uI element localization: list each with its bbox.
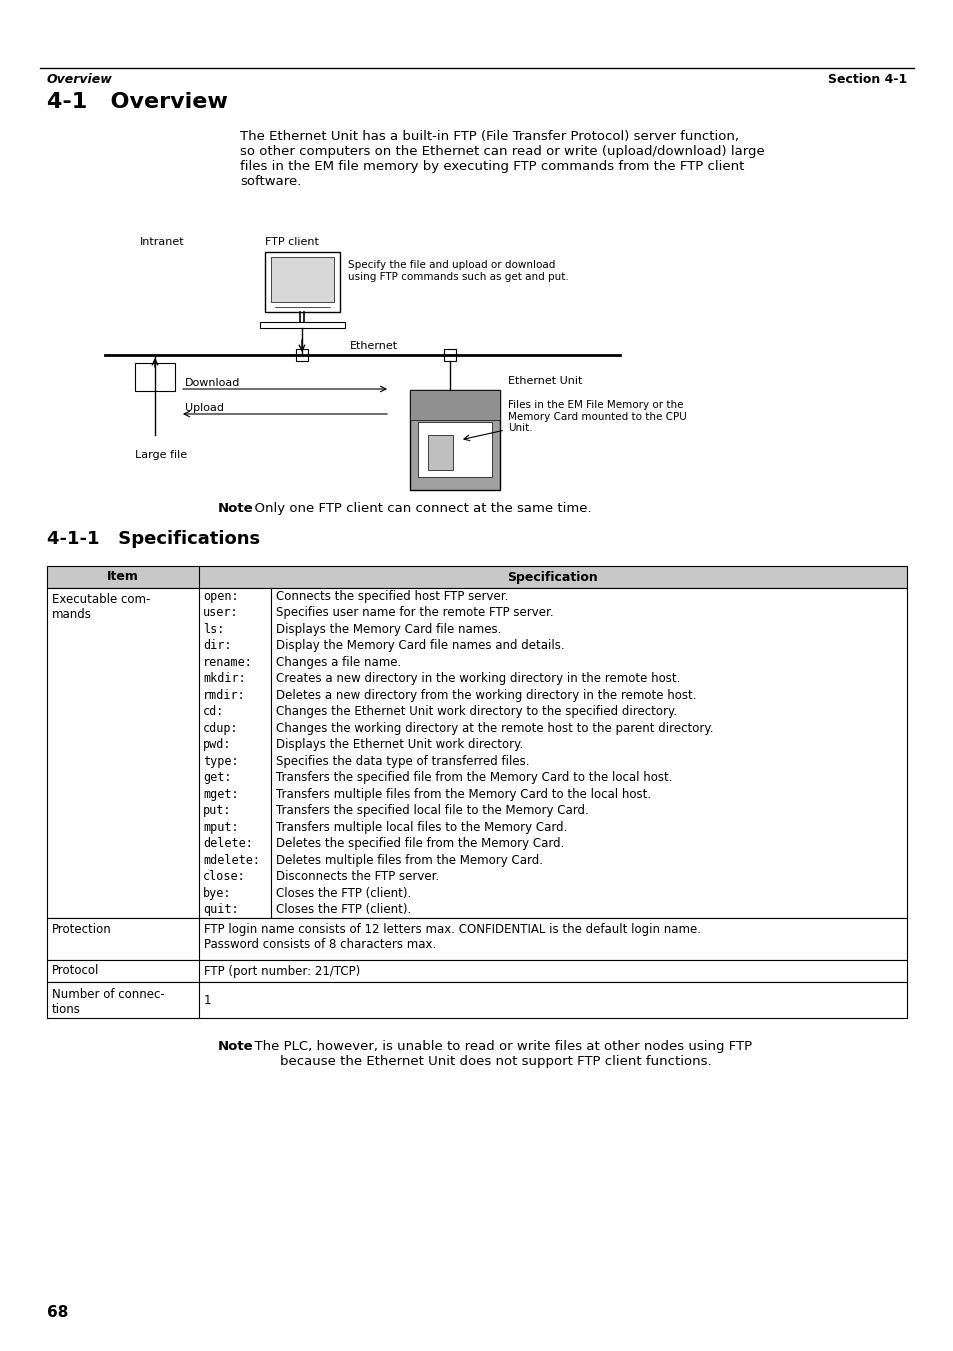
Bar bbox=[47, 917, 906, 961]
Bar bbox=[410, 390, 499, 490]
Text: cdup:: cdup: bbox=[203, 721, 238, 735]
Bar bbox=[47, 588, 906, 917]
Text: Number of connec-
tions: Number of connec- tions bbox=[52, 988, 165, 1016]
Text: Large file: Large file bbox=[135, 450, 187, 459]
Text: put:: put: bbox=[203, 804, 232, 817]
Text: rename:: rename: bbox=[203, 655, 253, 669]
Text: Displays the Memory Card file names.: Displays the Memory Card file names. bbox=[275, 623, 501, 636]
Text: open:: open: bbox=[203, 590, 238, 603]
Text: get:: get: bbox=[203, 771, 232, 784]
Text: cd:: cd: bbox=[203, 705, 224, 719]
Bar bbox=[265, 253, 339, 312]
Text: quit:: quit: bbox=[203, 904, 238, 916]
Text: Deletes the specified file from the Memory Card.: Deletes the specified file from the Memo… bbox=[275, 838, 564, 850]
Text: Ethernet: Ethernet bbox=[350, 340, 397, 351]
Bar bbox=[417, 422, 492, 477]
Text: 1: 1 bbox=[204, 993, 212, 1006]
Bar bbox=[271, 257, 334, 303]
Text: dir:: dir: bbox=[203, 639, 232, 653]
Text: 4-1-1   Specifications: 4-1-1 Specifications bbox=[47, 530, 260, 549]
Bar bbox=[443, 349, 456, 361]
Text: Changes the Ethernet Unit work directory to the specified directory.: Changes the Ethernet Unit work directory… bbox=[275, 705, 677, 719]
Text: Overview: Overview bbox=[47, 73, 112, 86]
Text: rmdir:: rmdir: bbox=[203, 689, 246, 701]
Text: 68: 68 bbox=[47, 1305, 69, 1320]
Text: Section 4-1: Section 4-1 bbox=[827, 73, 906, 86]
Text: Item: Item bbox=[107, 570, 139, 584]
Text: Closes the FTP (client).: Closes the FTP (client). bbox=[275, 886, 411, 900]
Text: Displays the Ethernet Unit work directory.: Displays the Ethernet Unit work director… bbox=[275, 738, 522, 751]
Text: Disconnects the FTP server.: Disconnects the FTP server. bbox=[275, 870, 438, 884]
Text: FTP client: FTP client bbox=[265, 236, 318, 247]
Bar bbox=[428, 435, 453, 470]
Text: Protocol: Protocol bbox=[52, 965, 99, 978]
Text: Transfers the specified file from the Memory Card to the local host.: Transfers the specified file from the Me… bbox=[275, 771, 672, 784]
Text: delete:: delete: bbox=[203, 838, 253, 850]
Bar bbox=[47, 961, 906, 982]
Text: Only one FTP client can connect at the same time.: Only one FTP client can connect at the s… bbox=[246, 503, 591, 515]
Text: close:: close: bbox=[203, 870, 246, 884]
Bar bbox=[410, 390, 499, 420]
Text: Ethernet Unit: Ethernet Unit bbox=[507, 376, 581, 386]
Bar bbox=[47, 566, 906, 588]
Text: ls:: ls: bbox=[203, 623, 224, 636]
Text: type:: type: bbox=[203, 755, 238, 767]
Text: Creates a new directory in the working directory in the remote host.: Creates a new directory in the working d… bbox=[275, 673, 679, 685]
Text: Transfers the specified local file to the Memory Card.: Transfers the specified local file to th… bbox=[275, 804, 588, 817]
Bar bbox=[295, 349, 308, 361]
Text: mget:: mget: bbox=[203, 788, 238, 801]
Bar bbox=[47, 982, 906, 1019]
Text: Deletes a new directory from the working directory in the remote host.: Deletes a new directory from the working… bbox=[275, 689, 696, 701]
Text: Files in the EM File Memory or the
Memory Card mounted to the CPU
Unit.: Files in the EM File Memory or the Memor… bbox=[507, 400, 686, 434]
Text: Connects the specified host FTP server.: Connects the specified host FTP server. bbox=[275, 590, 508, 603]
Text: pwd:: pwd: bbox=[203, 738, 232, 751]
Text: Transfers multiple files from the Memory Card to the local host.: Transfers multiple files from the Memory… bbox=[275, 788, 651, 801]
Text: Specifies user name for the remote FTP server.: Specifies user name for the remote FTP s… bbox=[275, 607, 553, 619]
Text: Upload: Upload bbox=[185, 403, 224, 413]
Text: mdelete:: mdelete: bbox=[203, 854, 260, 867]
Text: Closes the FTP (client).: Closes the FTP (client). bbox=[275, 904, 411, 916]
Text: Specifies the data type of transferred files.: Specifies the data type of transferred f… bbox=[275, 755, 529, 767]
Text: Deletes multiple files from the Memory Card.: Deletes multiple files from the Memory C… bbox=[275, 854, 542, 867]
Text: FTP login name consists of 12 letters max. CONFIDENTIAL is the default login nam: FTP login name consists of 12 letters ma… bbox=[204, 923, 700, 951]
Bar bbox=[135, 363, 174, 390]
Text: FTP (port number: 21/TCP): FTP (port number: 21/TCP) bbox=[204, 965, 360, 978]
Text: Download: Download bbox=[185, 378, 240, 388]
Text: Display the Memory Card file names and details.: Display the Memory Card file names and d… bbox=[275, 639, 564, 653]
Text: Changes a file name.: Changes a file name. bbox=[275, 655, 401, 669]
Text: bye:: bye: bbox=[203, 886, 232, 900]
Text: user:: user: bbox=[203, 607, 238, 619]
Bar bbox=[260, 322, 345, 328]
Text: The PLC, however, is unable to read or write files at other nodes using FTP
    : The PLC, however, is unable to read or w… bbox=[246, 1040, 751, 1069]
Text: The Ethernet Unit has a built-in FTP (File Transfer Protocol) server function,
s: The Ethernet Unit has a built-in FTP (Fi… bbox=[240, 130, 764, 188]
Text: Protection: Protection bbox=[52, 923, 112, 936]
Text: Note: Note bbox=[218, 503, 253, 515]
Text: mkdir:: mkdir: bbox=[203, 673, 246, 685]
Text: 4-1   Overview: 4-1 Overview bbox=[47, 92, 228, 112]
Text: Specify the file and upload or download
using FTP commands such as get and put.: Specify the file and upload or download … bbox=[348, 259, 568, 281]
Text: Intranet: Intranet bbox=[140, 236, 185, 247]
Text: Executable com-
mands: Executable com- mands bbox=[52, 593, 151, 621]
Text: Changes the working directory at the remote host to the parent directory.: Changes the working directory at the rem… bbox=[275, 721, 713, 735]
Text: mput:: mput: bbox=[203, 821, 238, 834]
Text: Transfers multiple local files to the Memory Card.: Transfers multiple local files to the Me… bbox=[275, 821, 567, 834]
Text: Specification: Specification bbox=[507, 570, 598, 584]
Text: Note: Note bbox=[218, 1040, 253, 1052]
